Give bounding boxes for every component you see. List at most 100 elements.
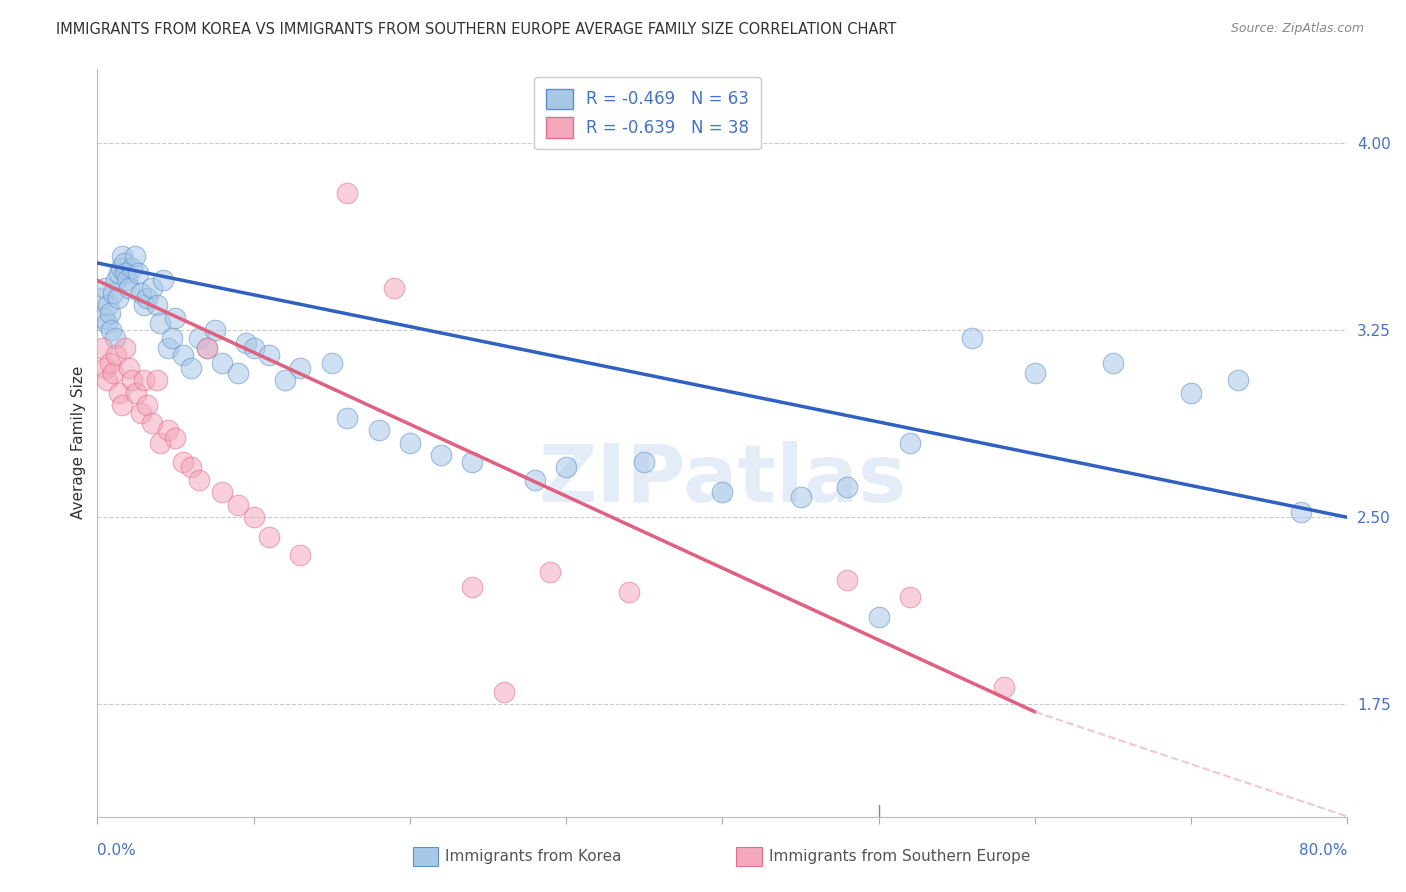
Point: [633, 455, 655, 469]
Point: [98, 356, 121, 370]
Point: [107, 291, 129, 305]
Point: [837, 480, 859, 494]
Point: [156, 423, 179, 437]
Point: [156, 341, 179, 355]
Point: [129, 285, 152, 300]
Point: [110, 260, 132, 275]
Point: [540, 565, 562, 579]
Point: [91, 341, 114, 355]
Point: [187, 331, 209, 345]
Point: [211, 356, 233, 370]
Point: [103, 331, 125, 345]
Point: [117, 360, 139, 375]
Point: [117, 281, 139, 295]
Point: [134, 298, 156, 312]
Point: [523, 473, 546, 487]
Point: [242, 510, 264, 524]
Text: 0.0%: 0.0%: [97, 843, 136, 858]
Point: [367, 423, 389, 437]
Point: [136, 291, 159, 305]
Point: [257, 530, 280, 544]
Point: [898, 435, 921, 450]
Point: [1102, 356, 1125, 370]
Point: [111, 398, 134, 412]
Point: [162, 331, 184, 345]
Point: [149, 316, 172, 330]
Point: [837, 573, 859, 587]
Point: [114, 341, 136, 355]
Text: Immigrants from Southern Europe: Immigrants from Southern Europe: [769, 849, 1031, 864]
Point: [1227, 373, 1250, 387]
Point: [129, 406, 152, 420]
Point: [136, 398, 159, 412]
Point: [96, 373, 118, 387]
Point: [105, 273, 128, 287]
Point: [290, 548, 312, 562]
Point: [121, 373, 143, 387]
Point: [101, 366, 124, 380]
Point: [257, 348, 280, 362]
Point: [115, 273, 138, 287]
Point: [711, 485, 734, 500]
Point: [242, 341, 264, 355]
Point: [195, 341, 218, 355]
Text: IMMIGRANTS FROM KOREA VS IMMIGRANTS FROM SOUTHERN EUROPE AVERAGE FAMILY SIZE COR: IMMIGRANTS FROM KOREA VS IMMIGRANTS FROM…: [56, 22, 897, 37]
Point: [226, 366, 249, 380]
Point: [321, 356, 343, 370]
Point: [290, 360, 312, 375]
Point: [124, 248, 146, 262]
Point: [134, 373, 156, 387]
Point: [152, 273, 174, 287]
Point: [96, 316, 118, 330]
Point: [172, 455, 194, 469]
Text: 80.0%: 80.0%: [1299, 843, 1347, 858]
Point: [141, 416, 163, 430]
Point: [898, 590, 921, 604]
Point: [101, 285, 124, 300]
Point: [94, 281, 117, 295]
Point: [336, 410, 359, 425]
Point: [195, 341, 218, 355]
Point: [868, 610, 890, 624]
Point: [172, 348, 194, 362]
Legend: R = -0.469   N = 63, R = -0.639   N = 38: R = -0.469 N = 63, R = -0.639 N = 38: [534, 77, 761, 149]
Point: [97, 298, 120, 312]
Point: [165, 431, 187, 445]
Point: [114, 266, 136, 280]
Point: [125, 385, 148, 400]
Point: [461, 455, 484, 469]
Point: [235, 335, 257, 350]
Point: [204, 323, 226, 337]
Point: [165, 310, 187, 325]
Point: [145, 298, 167, 312]
Point: [149, 435, 172, 450]
Point: [108, 266, 131, 280]
Y-axis label: Average Family Size: Average Family Size: [72, 366, 86, 519]
Point: [93, 310, 115, 325]
Point: [430, 448, 453, 462]
Text: ZIPatlas: ZIPatlas: [538, 441, 907, 519]
Point: [108, 385, 131, 400]
Point: [1180, 385, 1202, 400]
Point: [211, 485, 233, 500]
Point: [274, 373, 297, 387]
Point: [461, 580, 484, 594]
Point: [145, 373, 167, 387]
Point: [105, 348, 128, 362]
Text: Source: ZipAtlas.com: Source: ZipAtlas.com: [1230, 22, 1364, 36]
Point: [91, 291, 114, 305]
Point: [617, 585, 640, 599]
Point: [962, 331, 984, 345]
Point: [141, 281, 163, 295]
Point: [399, 435, 422, 450]
Point: [100, 323, 122, 337]
Point: [993, 680, 1015, 694]
Point: [180, 460, 202, 475]
Point: [226, 498, 249, 512]
Point: [180, 360, 202, 375]
Point: [111, 248, 134, 262]
Point: [382, 281, 405, 295]
Point: [121, 260, 143, 275]
Point: [492, 685, 515, 699]
Point: [98, 306, 121, 320]
